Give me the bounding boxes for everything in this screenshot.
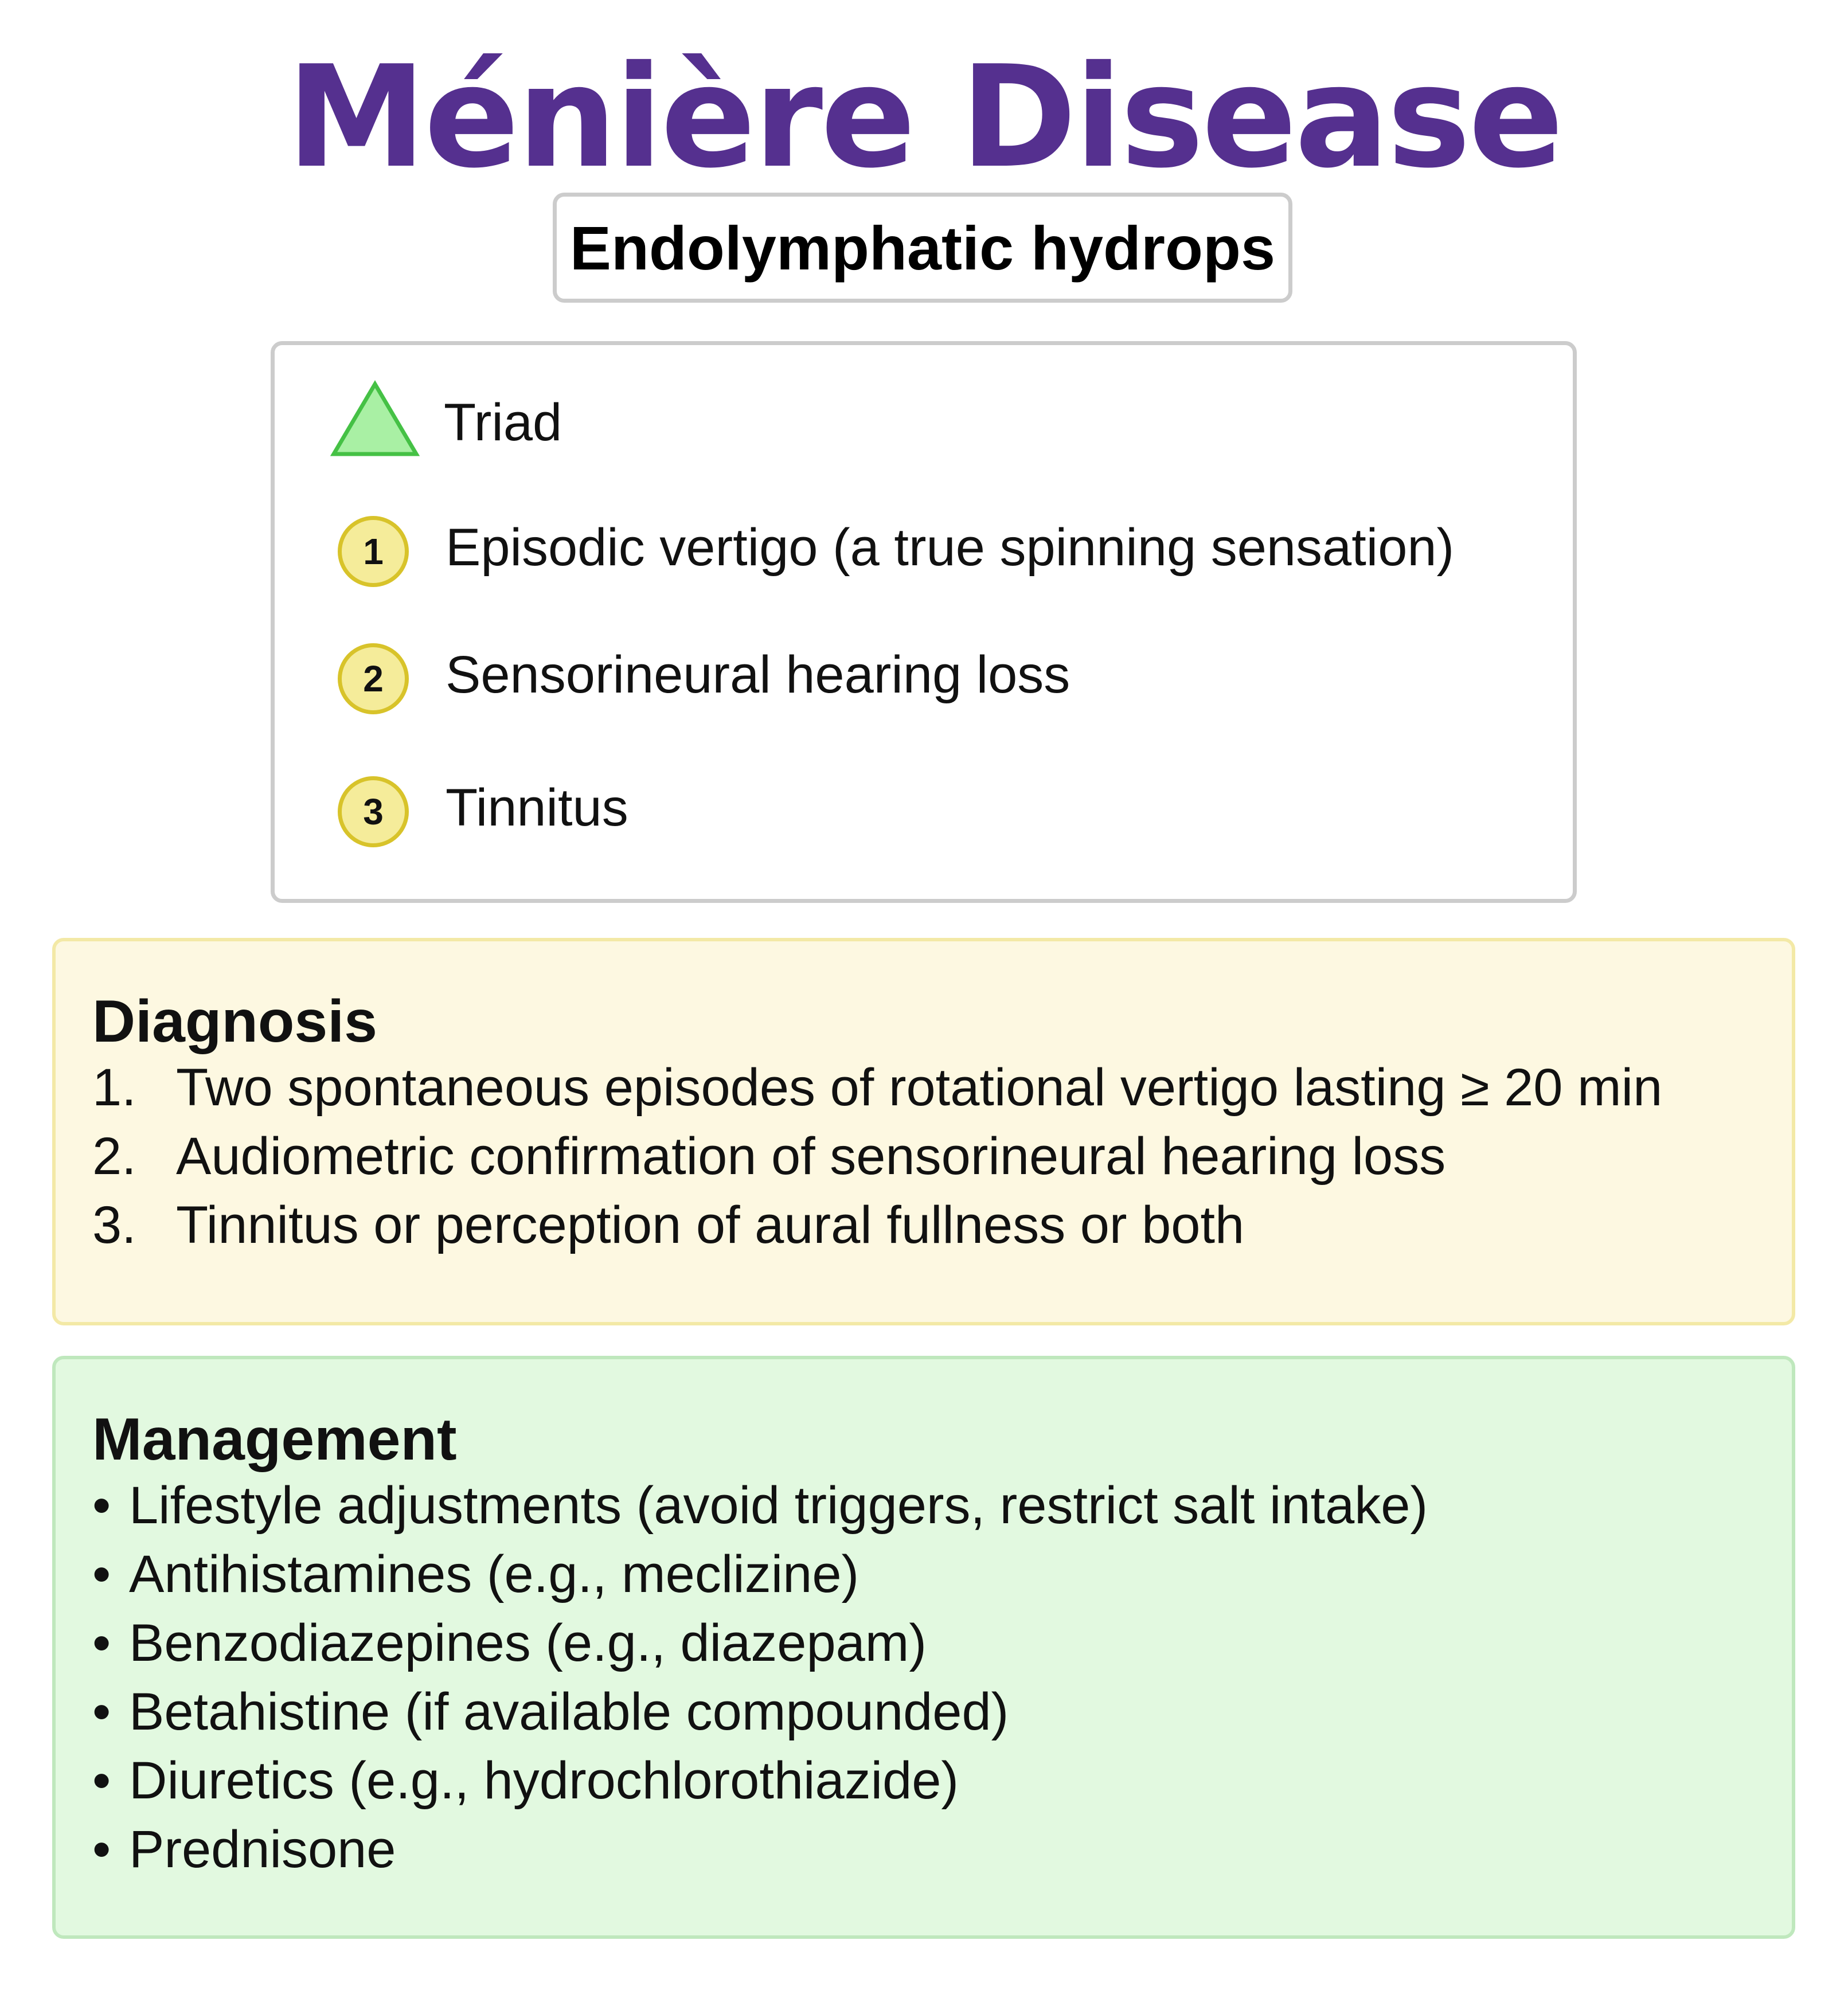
management-item: • Prednisone bbox=[92, 1818, 396, 1881]
triad-item: Tinnitus bbox=[446, 779, 628, 837]
bullet-icon: • bbox=[92, 1614, 111, 1672]
management-item-text: Antihistamines (e.g., meclizine) bbox=[129, 1545, 859, 1603]
diagnosis-heading: Diagnosis bbox=[92, 988, 377, 1055]
diagnosis-item-number: 3. bbox=[92, 1196, 136, 1254]
management-item-text: Benzodiazepines (e.g., diazepam) bbox=[129, 1614, 927, 1672]
bullet-icon: • bbox=[92, 1476, 111, 1535]
management-item: • Diuretics (e.g., hydrochlorothiazide) bbox=[92, 1749, 959, 1812]
bullet-icon: • bbox=[92, 1545, 111, 1603]
diagnosis-item-text: Audiometric confirmation of sensorineura… bbox=[176, 1127, 1446, 1186]
diagnosis-item: 1. Two spontaneous episodes of rotational… bbox=[92, 1056, 1662, 1119]
triad-number-badge: 2 bbox=[338, 643, 409, 714]
triad-item: Sensorineural hearing loss bbox=[446, 646, 1070, 704]
diagnosis-item-text: Tinnitus or perception of aural fullness… bbox=[176, 1196, 1245, 1254]
management-item-text: Betahistine (if available compounded) bbox=[129, 1683, 1009, 1741]
subtitle-box: Endolymphatic hydrops bbox=[553, 193, 1292, 303]
management-item-text: Diuretics (e.g., hydrochlorothiazide) bbox=[129, 1751, 959, 1810]
page-title: Ménière Disease bbox=[286, 36, 1564, 199]
diagnosis-item-text: Two spontaneous episodes of rotational v… bbox=[176, 1058, 1663, 1117]
management-panel: Management • Lifestyle adjustments (avoid… bbox=[52, 1356, 1795, 1939]
triad-item: Episodic vertigo (a true spinning sensat… bbox=[446, 518, 1455, 577]
management-item-text: Prednisone bbox=[129, 1820, 396, 1879]
management-heading: Management bbox=[92, 1406, 457, 1473]
diagnosis-item-number: 1. bbox=[92, 1058, 136, 1117]
diagnosis-panel: Diagnosis 1. Two spontaneous episodes of … bbox=[52, 938, 1795, 1325]
bullet-icon: • bbox=[92, 1751, 111, 1810]
management-item-text: Lifestyle adjustments (avoid triggers, r… bbox=[129, 1476, 1428, 1535]
diagnosis-item-number: 2. bbox=[92, 1127, 136, 1186]
triad-number-badge: 3 bbox=[338, 776, 409, 847]
bullet-icon: • bbox=[92, 1820, 111, 1879]
management-item: • Lifestyle adjustments (avoid triggers, … bbox=[92, 1474, 1428, 1537]
subtitle-text: Endolymphatic hydrops bbox=[569, 213, 1276, 283]
triad-label: Triad bbox=[444, 393, 562, 452]
management-item: • Benzodiazepines (e.g., diazepam) bbox=[92, 1611, 927, 1675]
management-item: • Betahistine (if available compounded) bbox=[92, 1680, 1009, 1743]
diagnosis-item: 3. Tinnitus or perception of aural fullne… bbox=[92, 1194, 1244, 1257]
bullet-icon: • bbox=[92, 1683, 111, 1741]
triad-number-badge: 1 bbox=[338, 516, 409, 587]
triangle-icon bbox=[330, 380, 420, 456]
diagnosis-item: 2. Audiometric confirmation of sensorineu… bbox=[92, 1125, 1445, 1188]
triad-box: Triad 1 Episodic vertigo (a true spinnin… bbox=[271, 341, 1577, 903]
management-item: • Antihistamines (e.g., meclizine) bbox=[92, 1543, 859, 1606]
